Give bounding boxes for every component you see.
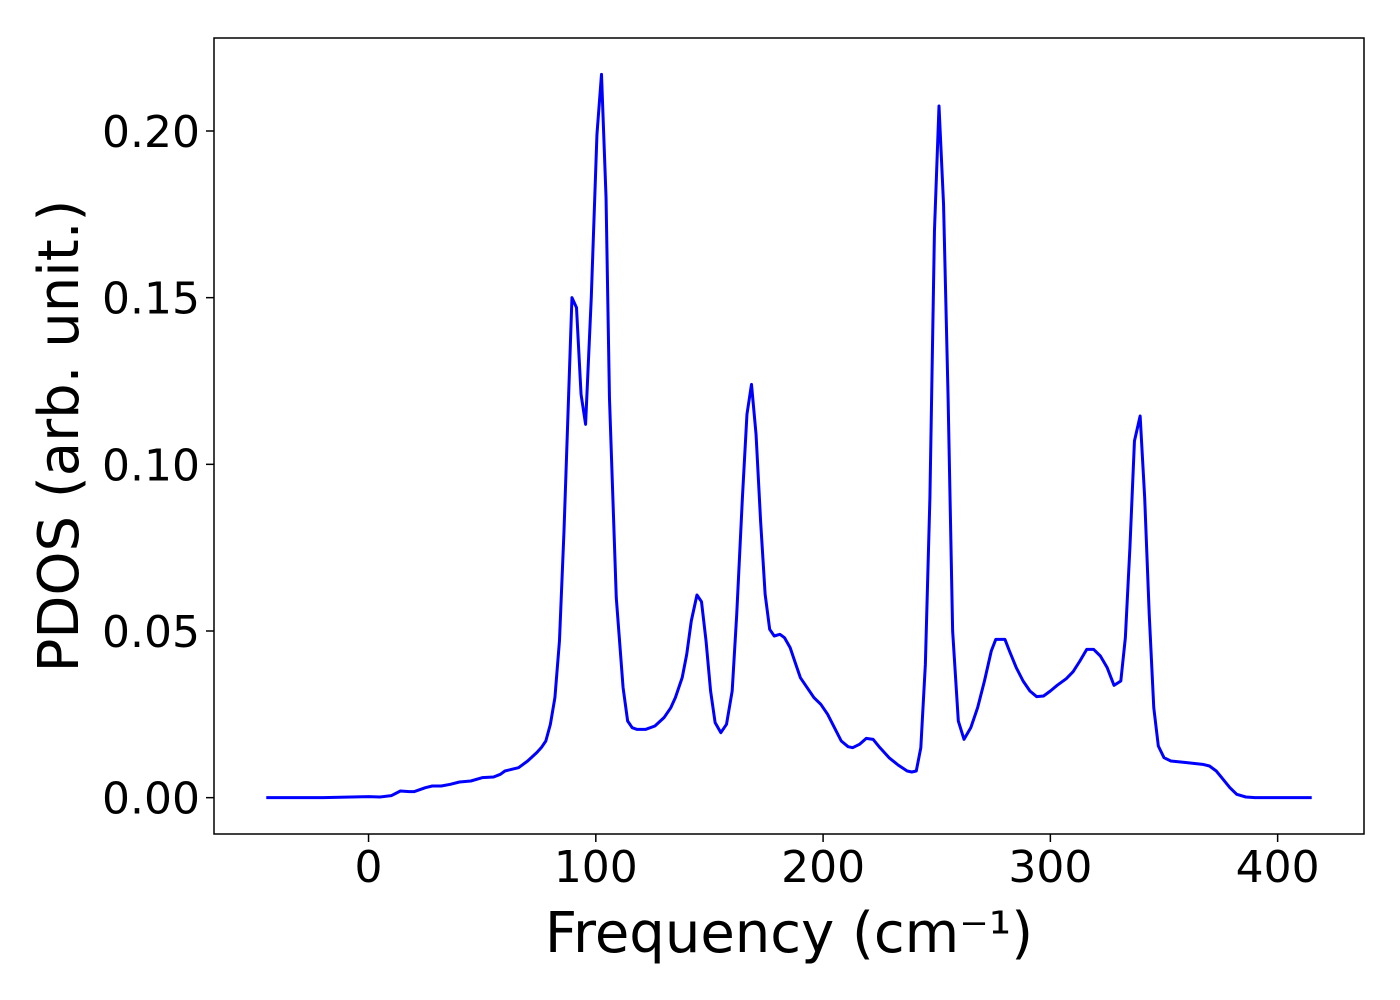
x-tick-label: 200 (781, 842, 865, 893)
y-tick-label: 0.20 (102, 107, 200, 158)
y-tick-label: 0.15 (102, 274, 200, 325)
line-series (266, 72, 1312, 800)
y-tick-label: 0.10 (102, 440, 200, 491)
x-tick-label: 100 (554, 842, 638, 893)
y-axis-label: PDOS (arb. unit.) (27, 200, 92, 673)
x-tick-label: 400 (1236, 842, 1320, 893)
y-tick-label: 0.05 (102, 607, 200, 658)
x-tick-label: 0 (355, 842, 383, 893)
plot-frame (213, 37, 1365, 835)
x-axis-label: Frequency (cm⁻¹) (545, 901, 1033, 966)
y-tick-label: 0.00 (102, 774, 200, 825)
x-tick-label: 300 (1008, 842, 1092, 893)
